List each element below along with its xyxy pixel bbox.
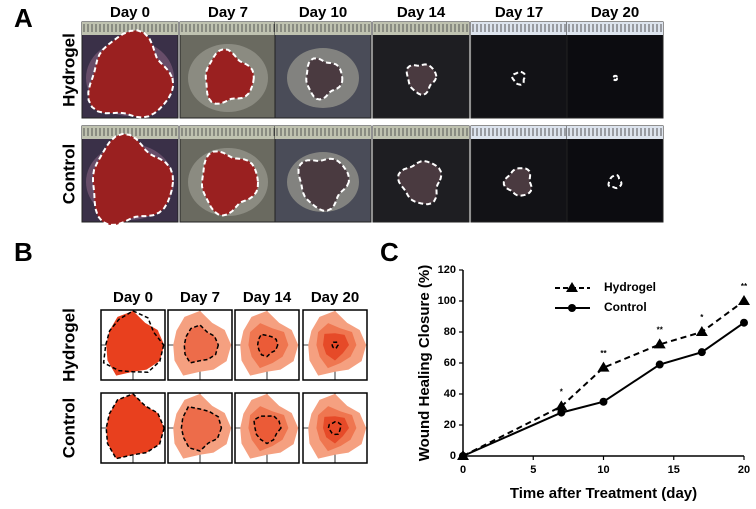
day-header: Day 14 xyxy=(243,289,292,306)
y-axis-label: Wound Healing Closure (%) xyxy=(416,265,433,461)
wound-outline xyxy=(305,57,344,101)
panel-label: C xyxy=(380,237,399,267)
wound-outline xyxy=(502,167,533,197)
series-line xyxy=(462,321,745,457)
significance: ** xyxy=(600,349,607,358)
trace-outline xyxy=(180,405,223,452)
day-header: Day 20 xyxy=(311,289,359,306)
ruler xyxy=(567,22,663,35)
ruler xyxy=(180,126,276,139)
marker xyxy=(695,326,708,336)
day-header: Day 7 xyxy=(208,4,248,21)
legend-label: Control xyxy=(604,300,647,314)
ruler xyxy=(180,22,276,35)
wound-outline xyxy=(611,74,618,82)
marker xyxy=(738,295,750,305)
marker xyxy=(557,408,566,417)
wound-outline xyxy=(396,160,443,206)
ruler xyxy=(471,22,567,35)
marker xyxy=(740,318,748,327)
wound-outline xyxy=(87,29,175,119)
trace-outline xyxy=(327,421,342,436)
day-header: Day 7 xyxy=(180,289,220,306)
wound-bed xyxy=(202,151,258,216)
wound-outline xyxy=(511,70,527,86)
panel-label: B xyxy=(14,237,33,267)
trace-outline xyxy=(183,324,220,364)
ruler xyxy=(471,126,567,139)
ruler xyxy=(275,22,371,35)
x-tick-label: 20 xyxy=(738,464,750,476)
significance: * xyxy=(700,313,704,322)
significance: * xyxy=(560,388,564,397)
series-line xyxy=(462,300,745,457)
day-header: Day 17 xyxy=(495,4,543,21)
trace-day0 xyxy=(106,393,165,459)
x-tick-label: 15 xyxy=(668,464,680,476)
day-header: Day 0 xyxy=(110,4,150,21)
row-label: Hydrogel xyxy=(59,308,78,382)
trace-outline xyxy=(331,341,340,350)
y-tick-label: 0 xyxy=(450,450,456,462)
significance: ** xyxy=(657,326,664,335)
marker xyxy=(568,304,576,312)
significance: ** xyxy=(741,282,748,291)
ruler xyxy=(373,22,469,35)
panel-label: A xyxy=(14,3,33,33)
x-tick-label: 0 xyxy=(460,464,466,476)
y-tick-label: 80 xyxy=(444,326,456,338)
day-header: Day 20 xyxy=(591,4,639,21)
wound-bed xyxy=(205,49,254,104)
y-tick-label: 60 xyxy=(444,357,456,369)
wound-bed xyxy=(398,161,442,205)
marker xyxy=(566,282,578,292)
x-axis-label: Time after Treatment (day) xyxy=(510,485,697,502)
photo xyxy=(566,125,664,223)
wound-outline xyxy=(297,157,351,212)
marker xyxy=(697,348,706,357)
marker xyxy=(459,452,467,460)
photo xyxy=(470,21,568,119)
y-tick-label: 120 xyxy=(438,264,456,276)
y-tick-label: 100 xyxy=(438,295,456,307)
marker xyxy=(655,360,664,369)
wound-outline xyxy=(92,132,175,226)
x-tick-label: 10 xyxy=(597,464,609,476)
wound-outline xyxy=(607,173,623,190)
y-tick-label: 40 xyxy=(444,388,456,400)
ruler xyxy=(82,126,178,139)
ruler xyxy=(275,126,371,139)
marker xyxy=(555,400,568,411)
row-label: Hydrogel xyxy=(59,33,78,107)
day-header: Day 10 xyxy=(299,4,347,21)
trace-day0 xyxy=(106,310,165,376)
row-label: Control xyxy=(59,398,78,458)
marker xyxy=(599,397,608,406)
legend-label: Hydrogel xyxy=(604,280,656,294)
day-header: Day 14 xyxy=(397,4,446,21)
wound-outline xyxy=(204,48,255,105)
row-label: Control xyxy=(59,144,78,204)
trace-outline xyxy=(253,415,282,445)
wound-bed xyxy=(88,30,174,118)
ruler xyxy=(373,126,469,139)
x-tick-label: 5 xyxy=(530,464,536,476)
ruler xyxy=(567,126,663,139)
day-header: Day 0 xyxy=(113,289,153,306)
marker xyxy=(653,338,666,349)
trace-outline xyxy=(102,310,165,373)
photo xyxy=(566,21,664,119)
trace-outline xyxy=(256,333,279,358)
wound-bed xyxy=(503,168,532,196)
ruler xyxy=(82,22,178,35)
marker xyxy=(597,361,610,372)
y-tick-label: 20 xyxy=(444,419,456,431)
